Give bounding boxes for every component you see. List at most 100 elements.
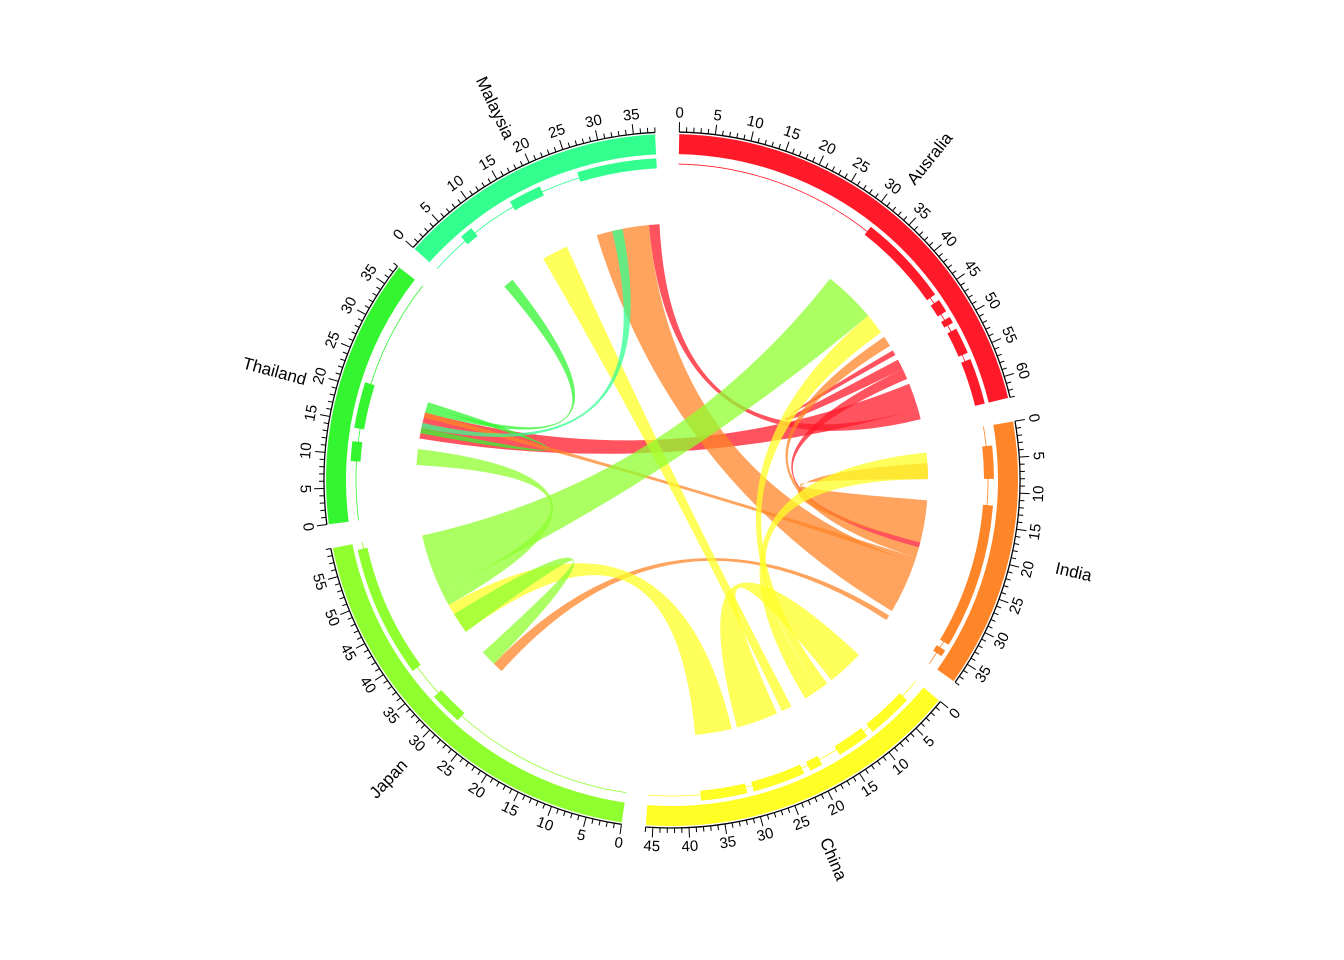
tick-label: 5	[575, 826, 587, 845]
tick-label: 5	[713, 107, 723, 125]
tick-label: 0	[946, 705, 964, 722]
major-tick	[619, 824, 622, 835]
sector-usage-bar-malaysia	[510, 186, 544, 211]
tick-label: 15	[1026, 522, 1045, 541]
tick-label: 35	[379, 704, 403, 728]
tick-label: 5	[920, 733, 938, 751]
tick-label: 35	[622, 106, 640, 125]
sector-usage-bar-ausralia	[947, 328, 968, 357]
minor-tick	[625, 130, 627, 136]
major-tick	[850, 172, 857, 182]
tick-label: 0	[299, 522, 317, 532]
link-thailand-to-malaysia	[425, 279, 576, 430]
minor-tick	[798, 151, 802, 157]
minor-tick	[321, 436, 327, 439]
minor-tick	[773, 812, 777, 818]
tick-label: 35	[718, 833, 737, 852]
tick-label: 0	[390, 226, 408, 244]
major-tick	[450, 753, 458, 762]
minor-tick	[540, 152, 543, 158]
minor-tick	[506, 167, 511, 173]
minor-tick	[930, 712, 935, 717]
minor-tick	[994, 346, 1000, 350]
major-tick	[933, 244, 942, 252]
sector-label-malaysia: Malaysia	[472, 74, 518, 143]
minor-tick	[821, 794, 825, 799]
minor-tick	[960, 282, 965, 286]
link-india-to-thailand	[423, 412, 916, 563]
major-tick	[991, 338, 1002, 343]
major-tick	[1009, 564, 1020, 568]
tick-label: 50	[981, 289, 1004, 312]
minor-tick	[481, 182, 485, 188]
tick-label: 10	[889, 755, 913, 779]
minor-tick	[738, 821, 741, 827]
minor-tick	[707, 128, 710, 134]
minor-tick	[451, 203, 456, 209]
minor-tick	[598, 820, 601, 826]
minor-tick	[814, 797, 818, 803]
sector-usage-bar-india	[982, 445, 994, 479]
minor-tick	[337, 589, 343, 593]
minor-tick	[892, 206, 897, 212]
minor-tick	[757, 137, 760, 143]
sector-axis-japan	[330, 548, 622, 825]
minor-tick	[959, 675, 964, 680]
sector-usage-bar-japan	[433, 690, 465, 721]
minor-tick	[844, 173, 848, 179]
minor-tick	[496, 781, 500, 787]
minor-tick	[326, 407, 332, 410]
minor-tick	[570, 813, 573, 819]
minor-tick	[465, 762, 470, 767]
tick-label: 20	[465, 779, 488, 802]
minor-tick	[882, 756, 887, 761]
major-tick	[827, 790, 833, 801]
major-tick	[966, 663, 976, 670]
major-tick	[956, 273, 965, 280]
link-china-to-ausralia	[755, 315, 882, 690]
minor-tick	[925, 717, 931, 722]
minor-tick	[605, 821, 608, 827]
major-tick	[750, 131, 754, 142]
major-tick	[631, 124, 634, 135]
major-tick	[397, 703, 406, 711]
minor-tick	[513, 164, 517, 170]
tick-label: 40	[681, 838, 698, 856]
minor-tick	[457, 199, 462, 204]
minor-tick	[981, 638, 987, 642]
minor-tick	[918, 231, 924, 236]
minor-tick	[405, 708, 411, 713]
minor-tick	[1012, 550, 1018, 553]
minor-tick	[996, 353, 1002, 357]
major-tick	[888, 751, 896, 761]
major-tick	[975, 304, 985, 311]
minor-tick	[351, 331, 357, 335]
major-tick	[915, 727, 924, 736]
minor-tick	[522, 795, 526, 801]
major-tick	[759, 816, 764, 827]
minor-tick	[445, 208, 450, 213]
major-tick	[724, 823, 728, 834]
minor-tick	[978, 313, 984, 317]
major-tick	[374, 674, 384, 681]
tick-label: 15	[499, 798, 521, 821]
major-tick	[355, 643, 366, 649]
tick-label: 25	[434, 757, 458, 781]
link-india-to-india	[797, 463, 928, 543]
minor-tick	[375, 668, 380, 672]
minor-tick	[1007, 571, 1013, 574]
minor-tick	[1001, 367, 1007, 371]
minor-tick	[477, 770, 481, 776]
minor-tick	[874, 193, 879, 198]
minor-tick	[722, 130, 724, 136]
minor-tick	[825, 163, 829, 169]
minor-tick	[1017, 521, 1023, 524]
minor-tick	[354, 324, 360, 328]
minor-tick	[964, 288, 969, 292]
minor-tick	[328, 562, 335, 565]
minor-tick	[440, 212, 445, 218]
tick-label: 30	[881, 175, 905, 199]
sector-usage-bar-thailand	[354, 382, 375, 430]
sector-usage-bar-india	[933, 645, 946, 657]
minor-tick	[567, 142, 571, 148]
